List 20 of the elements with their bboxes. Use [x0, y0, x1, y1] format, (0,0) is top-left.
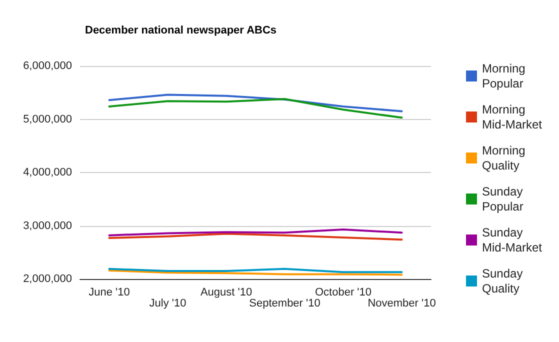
y-tick-label: 6,000,000 [23, 60, 72, 72]
x-tick-label: August '10 [200, 286, 252, 298]
y-tick-label: 5,000,000 [23, 113, 72, 126]
legend-label: Sunday Mid-Market [482, 226, 543, 254]
y-tick-label: 4,000,000 [23, 166, 72, 178]
x-tick-label: September '10 [249, 298, 320, 310]
line-series [108, 94, 403, 112]
legend-label: Sunday Quality [482, 266, 523, 296]
y-tick-label: 2,000,000 [23, 273, 72, 285]
legend-label: Morning Mid-Market [482, 102, 543, 132]
legend-label: Morning Quality [482, 144, 526, 172]
x-tick-label: June '10 [88, 286, 130, 298]
legend-label: Sunday Popular [482, 184, 524, 214]
x-tick-label: October '10 [314, 286, 372, 298]
legend-label: Morning Popular [482, 62, 526, 90]
chart-title: December national newspaper ABCs [85, 24, 277, 36]
y-tick-label: 3,000,000 [23, 220, 72, 232]
line-series [108, 98, 403, 119]
x-tick-label: July '10 [149, 298, 186, 310]
x-tick-label: November '10 [368, 298, 436, 310]
